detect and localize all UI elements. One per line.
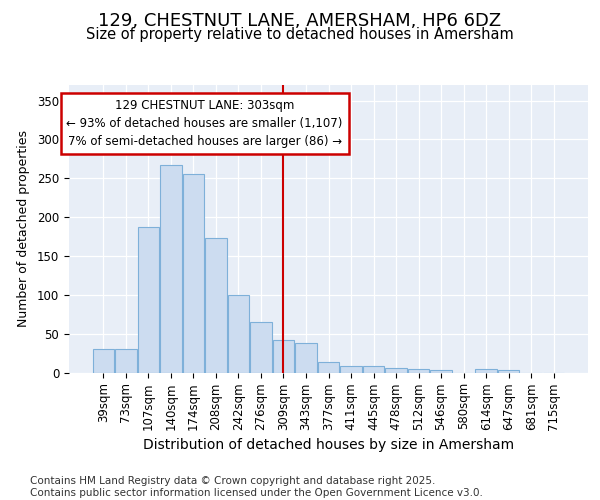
Text: 129, CHESTNUT LANE, AMERSHAM, HP6 6DZ: 129, CHESTNUT LANE, AMERSHAM, HP6 6DZ [98,12,502,30]
Bar [228,295,249,372]
Text: Contains HM Land Registry data © Crown copyright and database right 2025.
Contai: Contains HM Land Registry data © Crown c… [30,476,483,498]
Bar [250,322,272,372]
Bar [115,349,137,372]
Bar [160,165,182,372]
X-axis label: Distribution of detached houses by size in Amersham: Distribution of detached houses by size … [143,438,514,452]
Y-axis label: Number of detached properties: Number of detached properties [17,130,30,327]
Bar [205,238,227,372]
Bar [137,227,159,372]
Bar [340,366,362,372]
Text: Size of property relative to detached houses in Amersham: Size of property relative to detached ho… [86,28,514,42]
Bar [498,370,520,372]
Bar [295,343,317,372]
Bar [385,368,407,372]
Bar [318,362,339,372]
Bar [273,340,294,372]
Bar [475,370,497,372]
Bar [182,174,204,372]
Bar [92,349,114,372]
Bar [363,366,384,372]
Text: 129 CHESTNUT LANE: 303sqm
← 93% of detached houses are smaller (1,107)
7% of sem: 129 CHESTNUT LANE: 303sqm ← 93% of detac… [67,99,343,148]
Bar [430,370,452,372]
Bar [408,368,429,372]
